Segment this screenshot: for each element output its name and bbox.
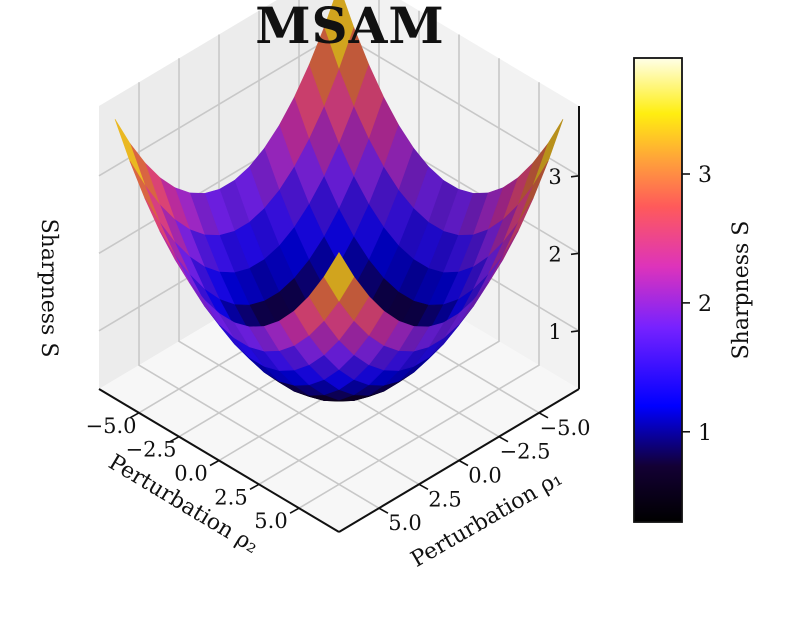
x-tick-label: −5.0	[540, 416, 591, 440]
x-tick	[378, 507, 389, 514]
x-tick	[458, 459, 469, 467]
y-tick-label: 5.0	[254, 509, 287, 533]
colorbar-gradient	[633, 57, 683, 523]
x-tick	[538, 412, 549, 419]
y-tick	[249, 483, 260, 491]
colorbar-tick-label: 2	[698, 292, 712, 317]
surface-plot	[114, 0, 564, 402]
grid-line-y	[258, 58, 500, 485]
z-tick	[570, 174, 580, 178]
z-tick	[570, 330, 580, 333]
chart-title: MSAM	[255, 0, 445, 55]
x-tick	[498, 435, 509, 443]
x-tick-label: −2.5	[500, 440, 551, 464]
y-tick-label: −2.5	[126, 438, 177, 462]
y-tick	[209, 459, 220, 467]
y-tick-label: 2.5	[214, 485, 247, 509]
colorbar-tick-label: 1	[698, 421, 712, 446]
y-tick	[289, 507, 300, 514]
y-tick-label: 0.0	[174, 462, 207, 486]
axis-lines	[98, 106, 580, 533]
x-tick-label: 5.0	[388, 511, 421, 535]
x-tick-label: 2.5	[428, 487, 461, 511]
y-tick-label: −5.0	[86, 414, 137, 438]
colorbar-label: Sharpness S	[729, 221, 754, 360]
grid-lines	[98, 0, 580, 509]
x-tick-label: 0.0	[468, 464, 501, 488]
y-tick	[129, 412, 140, 419]
z-tick-label: 1	[548, 320, 561, 344]
z-axis-title: Sharpness S	[36, 219, 61, 358]
z-tick	[570, 252, 580, 256]
surface-facet	[323, 252, 355, 302]
x-tick	[418, 483, 429, 491]
colorbar: Sharpness S 1 2 3	[633, 57, 754, 523]
z-tick-label: 3	[548, 165, 561, 189]
y-tick	[169, 435, 180, 443]
colorbar-tick-label: 3	[698, 163, 712, 188]
z-tick-label: 2	[548, 242, 561, 266]
